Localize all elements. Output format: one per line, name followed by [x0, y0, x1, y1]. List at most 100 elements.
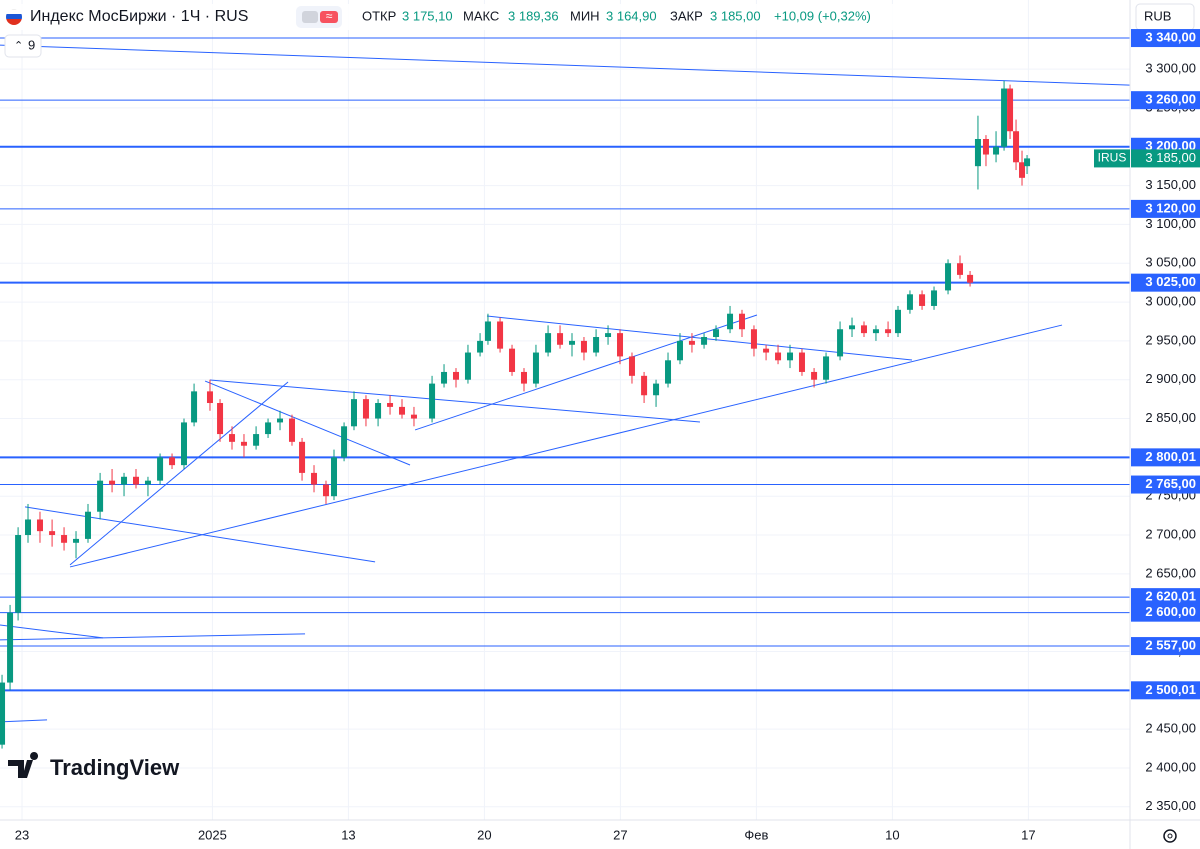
candle-body — [484, 321, 491, 341]
x-tick-label: Фев — [744, 827, 768, 842]
candle-body — [36, 519, 43, 532]
symbol-title: Индекс МосБиржи · 1Ч · RUS — [30, 8, 248, 25]
x-tick-label: 23 — [15, 827, 29, 842]
candle-body — [15, 535, 22, 613]
last-price-tag — [1131, 149, 1200, 168]
candle-body — [823, 356, 830, 380]
trend-line — [414, 314, 758, 431]
y-tick-label: 2 900,00 — [1145, 371, 1196, 386]
level-label: 2 557,00 — [1145, 637, 1196, 652]
trend-line — [0, 719, 48, 723]
last-price-label: 3 185,00 — [1145, 150, 1196, 165]
candle-body — [121, 476, 128, 485]
candle-body — [837, 329, 844, 357]
trend-line — [69, 324, 1063, 568]
y-tick-label: 2 850,00 — [1145, 410, 1196, 425]
level-label: 2 500,01 — [1145, 682, 1196, 697]
candle-body — [617, 333, 624, 357]
candle-body — [497, 321, 504, 349]
y-tick-label: 2 700,00 — [1145, 526, 1196, 541]
candle-body — [628, 356, 635, 376]
candle-body — [1013, 131, 1020, 163]
candle-body — [375, 403, 382, 419]
candle-body — [73, 538, 80, 543]
close-value: 3 185,00 — [710, 8, 761, 23]
candle-body — [641, 375, 648, 396]
candle-body — [351, 399, 358, 427]
candle-body — [974, 138, 981, 167]
high-value: 3 189,36 — [508, 8, 559, 23]
level-label: 2 765,00 — [1145, 476, 1196, 491]
candle-body — [727, 313, 734, 330]
symbol-label: IRUS — [1098, 151, 1127, 165]
toggle-left — [302, 11, 318, 23]
candle-body — [322, 484, 329, 497]
open-value: 3 175,10 — [402, 8, 453, 23]
candle-body — [701, 337, 708, 345]
level-label: 3 120,00 — [1145, 200, 1196, 215]
settings-button[interactable] — [1163, 829, 1177, 843]
indicators-count: 9 — [28, 37, 35, 52]
y-tick-label: 3 300,00 — [1145, 61, 1196, 76]
candle-body — [957, 263, 964, 275]
x-tick-label: 20 — [477, 827, 491, 842]
candle-body — [84, 511, 91, 539]
x-tick-label: 13 — [341, 827, 355, 842]
candle-body — [569, 340, 576, 345]
candle-body — [25, 519, 32, 536]
level-tag — [1131, 91, 1200, 110]
header-bg — [0, 4, 900, 30]
plot-area — [0, 0, 1131, 820]
level-tag — [1131, 475, 1200, 494]
candle-body — [132, 476, 139, 485]
currency-label: RUB — [1144, 8, 1171, 23]
candle-body — [713, 329, 720, 338]
candle-body — [61, 535, 68, 543]
y-tick-label: 3 050,00 — [1145, 255, 1196, 270]
settings-dot — [1167, 833, 1173, 839]
candle-body — [387, 403, 394, 407]
candle-body — [520, 371, 527, 384]
candle-body — [97, 480, 104, 512]
change-value: +10,09 (+0,32%) — [774, 8, 871, 23]
candle-body — [993, 146, 1000, 155]
trend-line — [204, 380, 411, 466]
logo-text: TradingView — [50, 755, 180, 780]
candle-body — [399, 406, 406, 415]
indicators-chevron: ⌃ — [14, 40, 23, 52]
candle-body — [906, 294, 913, 310]
open-label: ОТКР — [362, 8, 396, 23]
candle-body — [0, 682, 6, 745]
candle-body — [1024, 158, 1031, 167]
indicators-button[interactable] — [4, 34, 42, 58]
level-tag — [1131, 199, 1200, 218]
candle-body — [787, 352, 794, 361]
candle-body — [849, 325, 856, 330]
trend-line — [69, 381, 289, 566]
candle-body — [1001, 88, 1008, 147]
candle-body — [894, 309, 901, 334]
candle-body — [311, 472, 318, 485]
candle-body — [7, 612, 14, 683]
candle-body — [982, 138, 989, 155]
candle-body — [1007, 88, 1014, 132]
y-tick-label: 3 000,00 — [1145, 294, 1196, 309]
y-tick-label: 2 950,00 — [1145, 332, 1196, 347]
candle-body — [169, 457, 176, 466]
candle-body — [860, 325, 867, 334]
candle-body — [277, 418, 284, 423]
toggle-right — [320, 11, 338, 23]
candle-body — [763, 348, 770, 353]
candle-body — [464, 352, 471, 380]
candle-body — [509, 348, 516, 372]
header: Индекс МосБиржи · 1Ч · RUS ≈ ОТКР 3 175,… — [0, 4, 900, 30]
candle-body — [545, 333, 552, 353]
candle-body — [919, 294, 926, 306]
candle-body — [229, 434, 236, 442]
candle-body — [341, 426, 348, 458]
candle-body — [1019, 162, 1026, 178]
candle-body — [739, 313, 746, 330]
candle-body — [775, 352, 782, 361]
candle-body — [885, 329, 892, 334]
